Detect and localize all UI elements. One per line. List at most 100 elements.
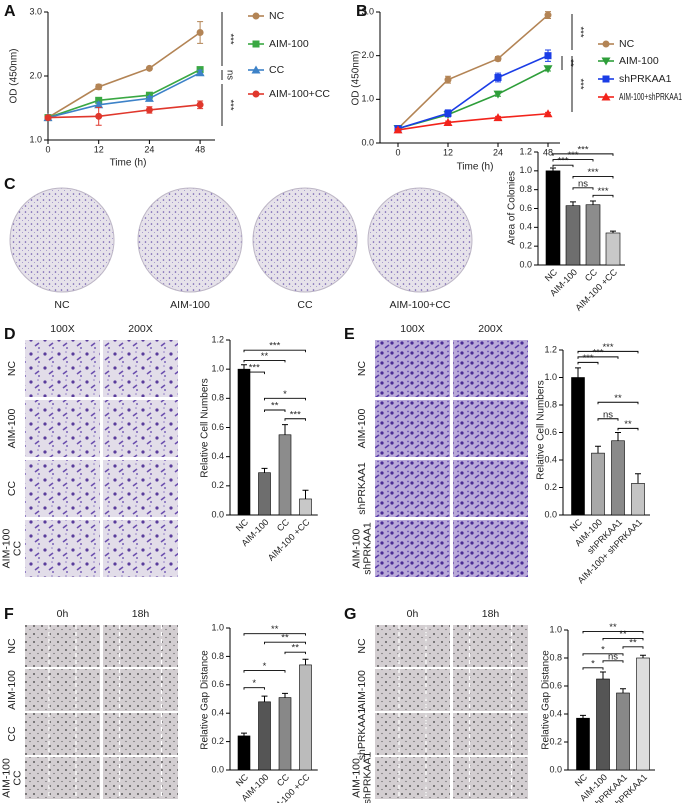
image-label: AIM-100 bbox=[170, 299, 210, 311]
bar bbox=[237, 735, 251, 771]
y-tick-label: 0.2 bbox=[519, 241, 532, 251]
bar bbox=[631, 483, 645, 516]
significance-bracket bbox=[577, 350, 639, 354]
y-axis-label: Relative Cell Numbers bbox=[536, 380, 547, 479]
significance-bracket bbox=[243, 371, 265, 375]
bar bbox=[571, 377, 585, 516]
panel-letter: B bbox=[356, 3, 368, 20]
bar bbox=[585, 204, 601, 266]
legend-marker bbox=[601, 92, 611, 101]
significance-bracket bbox=[284, 418, 306, 421]
y-tick-label: 2.0 bbox=[29, 70, 42, 80]
error-bar bbox=[590, 200, 596, 205]
y-tick-label: 0.2 bbox=[211, 480, 224, 490]
micrograph bbox=[453, 625, 528, 667]
significance-label: *** bbox=[577, 144, 588, 155]
x-tick-label: AIM-100 +CC bbox=[266, 772, 312, 803]
significance-label: *** bbox=[582, 353, 593, 364]
data-point bbox=[145, 106, 153, 114]
data-point bbox=[494, 74, 502, 81]
micrograph bbox=[375, 713, 450, 755]
x-tick-label: 48 bbox=[543, 147, 553, 157]
x-tick-label: 12 bbox=[443, 147, 453, 157]
x-tick-label: 48 bbox=[195, 144, 205, 154]
bar bbox=[611, 440, 625, 516]
y-tick-label: 0.6 bbox=[549, 680, 562, 690]
micrograph bbox=[453, 520, 528, 577]
significance-bracket bbox=[572, 176, 614, 179]
y-tick-label: 0.8 bbox=[211, 651, 224, 661]
row-label: shPRKAA1 bbox=[356, 462, 368, 515]
y-axis-label: OD (450nm) bbox=[351, 50, 362, 105]
micrograph bbox=[25, 625, 100, 667]
data-point bbox=[543, 65, 553, 74]
micrograph bbox=[103, 460, 178, 517]
error-bar bbox=[261, 467, 268, 473]
colony-dish bbox=[9, 187, 115, 293]
y-tick-label: 0.4 bbox=[519, 222, 532, 232]
micrograph bbox=[25, 757, 100, 799]
y-tick-label: 0.2 bbox=[211, 736, 224, 746]
error-bar bbox=[550, 167, 556, 171]
row-label: AIM-100 bbox=[0, 529, 12, 569]
legend-label: AIM-100 bbox=[619, 55, 659, 67]
error-bar bbox=[575, 367, 581, 378]
y-tick-label: 0.4 bbox=[544, 454, 557, 464]
row-label: AIM-100 bbox=[0, 758, 12, 798]
data-point bbox=[95, 112, 103, 120]
significance-label: *** bbox=[574, 78, 585, 89]
row-label: shPRKAA1 bbox=[356, 708, 368, 761]
y-axis-label: OD (450nm) bbox=[9, 48, 20, 103]
significance-label: *** bbox=[290, 409, 301, 420]
column-label: 200X bbox=[478, 323, 503, 335]
y-tick-label: 1.0 bbox=[544, 372, 557, 382]
significance-bracket bbox=[582, 667, 604, 670]
y-tick-label: 0.0 bbox=[211, 509, 224, 519]
significance-label: ** bbox=[629, 637, 637, 648]
legend-marker bbox=[602, 40, 610, 48]
data-point bbox=[196, 28, 204, 36]
error-bar bbox=[610, 230, 616, 233]
series-line bbox=[397, 112, 549, 131]
panel-letter: C bbox=[4, 176, 16, 193]
y-tick-label: 0.0 bbox=[361, 137, 374, 147]
significance-bracket bbox=[577, 361, 599, 365]
bar bbox=[565, 205, 581, 266]
micrograph bbox=[375, 520, 450, 577]
x-tick-label: NC bbox=[234, 517, 251, 534]
bar bbox=[576, 717, 590, 771]
column-label: 100X bbox=[50, 323, 75, 335]
data-point bbox=[144, 93, 154, 102]
bar bbox=[545, 170, 561, 266]
significance-label: ** bbox=[624, 419, 632, 430]
data-point bbox=[494, 55, 502, 63]
y-tick-label: 0.4 bbox=[549, 708, 562, 718]
significance-bracket bbox=[243, 359, 286, 363]
legend-marker bbox=[602, 75, 610, 83]
legend-label: CC bbox=[269, 64, 285, 76]
legend-marker bbox=[252, 12, 260, 20]
significance-bracket bbox=[572, 187, 594, 190]
panel-letter: E bbox=[344, 326, 355, 343]
data-point bbox=[544, 52, 552, 60]
y-tick-label: 0.6 bbox=[519, 203, 532, 213]
x-axis-label: Time (h) bbox=[457, 162, 494, 173]
bar bbox=[237, 368, 251, 516]
y-tick-label: 0.6 bbox=[544, 427, 557, 437]
bar bbox=[636, 657, 650, 771]
row-label: CC bbox=[11, 770, 23, 786]
row-label: NC bbox=[6, 361, 18, 377]
data-point bbox=[44, 114, 52, 122]
significance-label: *** bbox=[557, 156, 568, 167]
y-tick-label: 0.2 bbox=[549, 736, 562, 746]
y-tick-label: 0.4 bbox=[211, 708, 224, 718]
micrograph bbox=[375, 400, 450, 457]
bar bbox=[616, 692, 630, 771]
row-label: NC bbox=[6, 638, 18, 654]
x-axis-label: Time (h) bbox=[110, 158, 147, 169]
row-label: NC bbox=[356, 361, 368, 377]
row-label: AIM-100 bbox=[350, 758, 362, 798]
column-label: 0h bbox=[57, 608, 69, 620]
